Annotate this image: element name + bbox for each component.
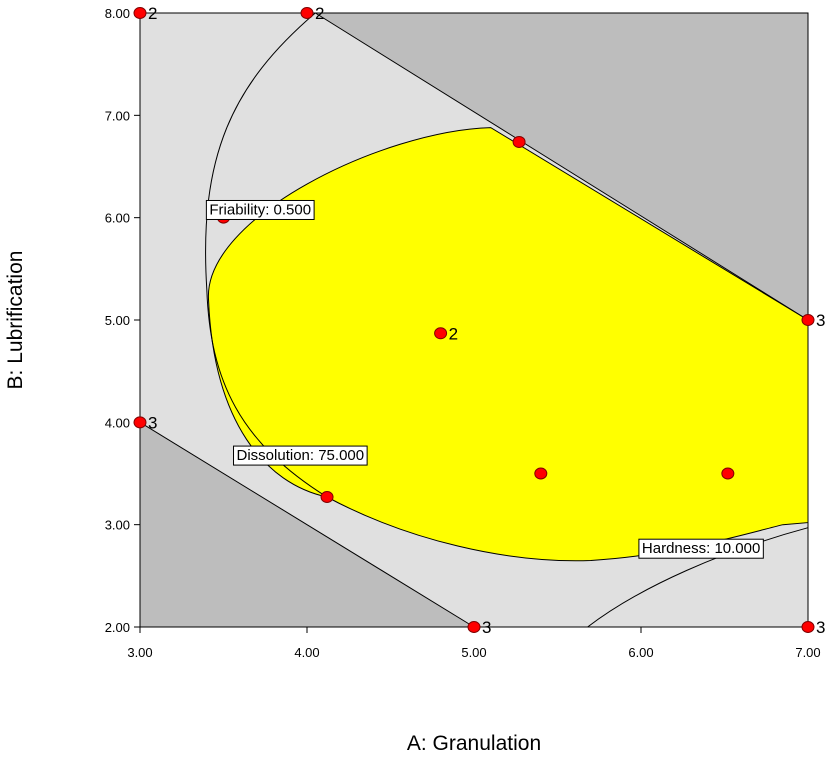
design-point xyxy=(801,314,815,326)
x-tick-label: 7.00 xyxy=(795,645,820,660)
x-tick-label: 3.00 xyxy=(127,645,152,660)
design-point xyxy=(512,135,526,148)
design-point xyxy=(133,7,147,19)
contour-label-text: Friability: 0.500 xyxy=(209,201,311,218)
replicate-count: 2 xyxy=(315,4,324,23)
contour-label-box xyxy=(233,445,368,466)
x-tick-label: 4.00 xyxy=(294,645,319,660)
y-tick-label: 3.00 xyxy=(105,518,130,533)
x-tick-label: 6.00 xyxy=(628,645,653,660)
lower-constraint-line xyxy=(139,421,475,628)
y-tick-label: 8.00 xyxy=(105,6,130,21)
replicate-count: 3 xyxy=(816,618,825,637)
upper-constraint-line xyxy=(315,12,809,321)
design-point xyxy=(467,621,481,633)
design-point xyxy=(434,327,448,340)
contour-label-text: Dissolution: 75.000 xyxy=(237,447,365,464)
replicate-count: 3 xyxy=(482,618,491,637)
contour-label: Dissolution: 75.000 xyxy=(233,445,368,466)
y-tick-label: 7.00 xyxy=(105,108,130,123)
contour-label-text: Hardness: 10.000 xyxy=(642,540,760,557)
design-point xyxy=(534,467,548,480)
y-tick-label: 2.00 xyxy=(105,620,130,635)
design-point xyxy=(320,491,334,504)
y-tick-label: 5.00 xyxy=(105,313,130,328)
replicate-count: 3 xyxy=(816,311,825,330)
contour-label: Hardness: 10.000 xyxy=(638,538,764,559)
x-axis-title: A: Granulation xyxy=(407,732,541,755)
design-point xyxy=(133,416,147,429)
friability-contour-line xyxy=(205,12,328,498)
x-tick-label: 5.00 xyxy=(461,645,486,660)
y-tick-label: 6.00 xyxy=(105,211,130,226)
hardness-contour-line xyxy=(587,527,809,628)
design-point xyxy=(801,621,815,633)
contour-label-box xyxy=(205,199,315,220)
y-tick-label: 4.00 xyxy=(105,415,130,430)
replicate-count: 2 xyxy=(449,324,458,343)
replicate-count: 2 xyxy=(148,4,157,23)
design-point xyxy=(300,7,314,19)
contour-label-box xyxy=(638,538,764,559)
y-axis-title: B: Lubrification xyxy=(4,251,27,390)
replicate-count: 3 xyxy=(148,413,157,432)
contour-label: Friability: 0.500 xyxy=(205,199,315,220)
design-point xyxy=(721,467,735,480)
